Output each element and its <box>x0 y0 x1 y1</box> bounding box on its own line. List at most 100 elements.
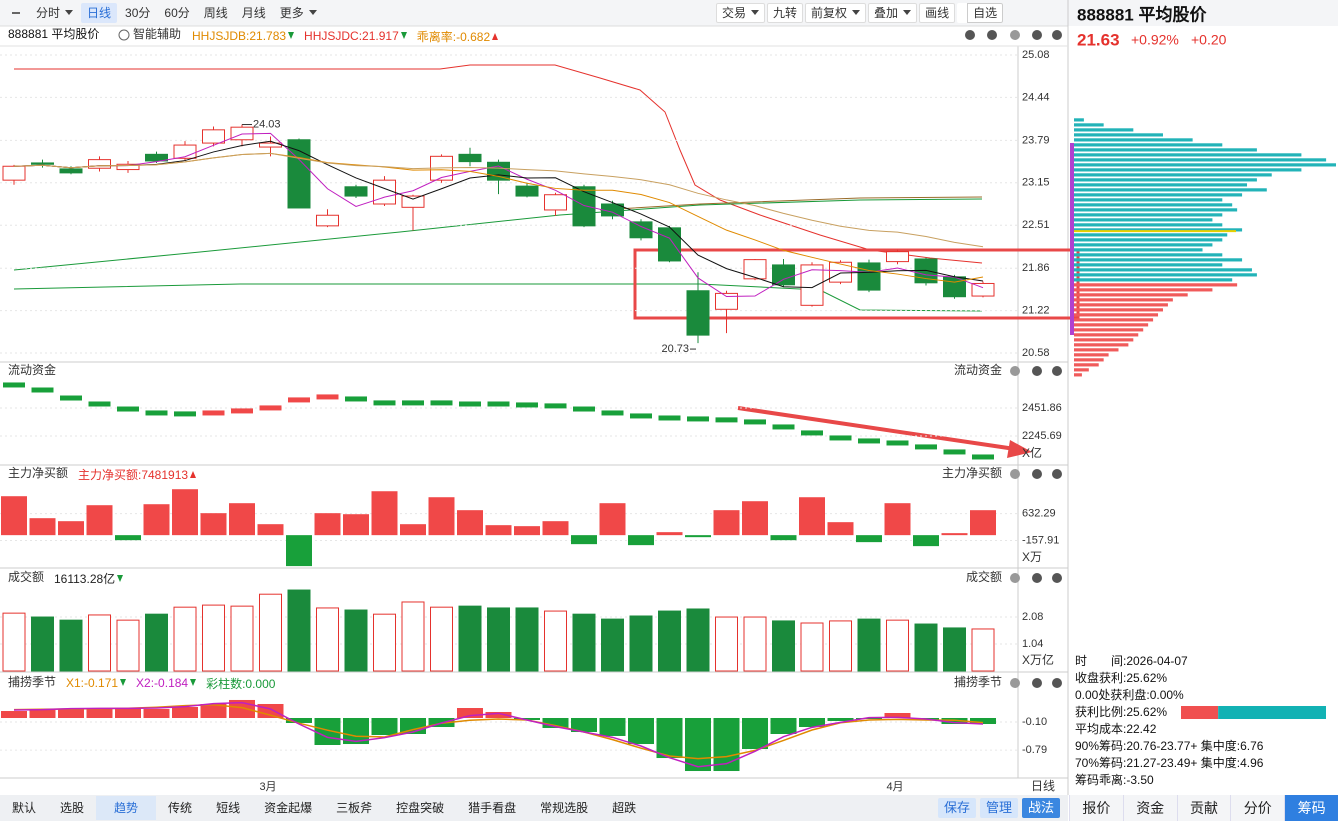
y-tick-label: -157.91 <box>1022 534 1059 546</box>
season-bar <box>115 708 141 718</box>
volume-bar <box>230 605 254 672</box>
volume-bar <box>487 607 510 672</box>
netbuy-bar <box>29 518 56 536</box>
x-label: 4月 <box>886 781 903 793</box>
volume-bar <box>173 606 197 672</box>
header-price: 21.63 <box>1077 30 1120 49</box>
toolbar-left: 分时 日线 30分 60分 周线 月线 更多 <box>4 3 325 23</box>
icon <box>1052 30 1062 40</box>
right-tab[interactable]: 分价 <box>1230 795 1284 821</box>
toolbar-button[interactable]: 分时 <box>30 3 79 23</box>
right-tab[interactable]: 报价 <box>1069 795 1123 821</box>
bottom-tab[interactable]: 传统 <box>168 801 193 815</box>
arrow <box>737 406 1016 451</box>
flow-dash <box>288 397 310 403</box>
candle-body <box>373 179 396 205</box>
chip-bar <box>1074 273 1257 277</box>
toolbar-button[interactable]: 自选 <box>957 3 1004 23</box>
toolbar-button[interactable]: 叠加 <box>868 3 918 23</box>
legend-item: HHJSJDC:21.917 <box>304 29 407 43</box>
netbuy-bar <box>941 533 968 536</box>
volume-bar <box>971 628 995 672</box>
action-button[interactable]: 管理 <box>980 798 1019 818</box>
season-bar <box>685 717 711 772</box>
ma-line <box>13 198 983 271</box>
legend: 主力净买额:7481913 <box>78 466 206 482</box>
legend-item: 彩柱数:0.000 <box>206 676 276 691</box>
bottom-tab[interactable]: 趋势 <box>96 796 157 820</box>
toolbar-button[interactable]: 交易 <box>716 3 766 23</box>
netbuy-bar <box>514 526 540 536</box>
chip-bar <box>1074 368 1089 372</box>
action-button[interactable]: 保存 <box>938 798 977 818</box>
icon[interactable] <box>4 3 28 23</box>
netbuy-bar <box>86 505 113 536</box>
toolbar-button[interactable]: 更多 <box>274 3 323 23</box>
action-button[interactable]: 战法 <box>1022 798 1061 818</box>
bottom-tab[interactable]: 默认 <box>12 801 37 815</box>
legend-item: 16113.28亿 <box>54 570 123 587</box>
flow-dash <box>430 400 453 406</box>
chip-bar <box>1074 228 1243 232</box>
candle-body <box>544 194 567 211</box>
unit-label: X万亿 <box>1022 652 1054 667</box>
panel-icons <box>965 30 1062 688</box>
x-label: 3月 <box>259 781 276 793</box>
volume-bar <box>430 606 453 672</box>
chart-canvas: 3月 4月 日线 888881 平均股价 智能辅助 888881 平均股价 21… <box>0 0 1338 795</box>
chip-bar <box>1074 373 1082 377</box>
volume-bar <box>344 609 368 672</box>
chip-bar <box>1074 248 1203 252</box>
flow-dash <box>231 408 253 414</box>
chip-bar <box>1074 358 1104 362</box>
toolbar-button[interactable]: 九转 <box>767 3 804 23</box>
season-bar <box>542 717 569 728</box>
flow-dash <box>174 411 196 417</box>
toolbar-button[interactable]: 周线 <box>203 6 228 20</box>
candle-body <box>2 165 26 181</box>
chip-bar <box>1074 123 1104 127</box>
netbuy-bar <box>713 510 740 536</box>
y-tick-label: 22.51 <box>1022 219 1050 231</box>
chip-bar <box>1074 178 1257 182</box>
candle-body <box>116 163 140 171</box>
bottom-tab[interactable]: 控盘突破 <box>396 801 445 815</box>
season-bar <box>827 717 854 722</box>
toolbar-button[interactable]: 60分 <box>164 6 190 20</box>
chip-bar <box>1074 243 1213 247</box>
netbuy-bar <box>58 521 84 536</box>
season-bar <box>571 717 597 733</box>
flow-dash <box>886 440 909 446</box>
chip-bar <box>1074 183 1248 187</box>
assist-label[interactable]: 智能辅助 <box>133 26 181 41</box>
bottom-tab[interactable]: 选股 <box>60 801 85 815</box>
flow-dash <box>687 416 709 422</box>
candle-body <box>487 161 510 181</box>
bottom-tab[interactable]: 三板斧 <box>336 801 373 815</box>
volume-bar <box>943 627 966 672</box>
netbuy-bar <box>913 535 939 547</box>
toolbar-button[interactable]: 日线 <box>81 3 118 23</box>
icon <box>1052 366 1062 376</box>
right-tab[interactable]: 贡献 <box>1176 795 1231 821</box>
bottom-tab[interactable]: 资金起爆 <box>264 801 313 815</box>
bottom-tab[interactable]: 猎手看盘 <box>468 801 517 815</box>
toolbar-button[interactable]: 画线 <box>919 3 956 23</box>
flow-dash <box>544 403 567 409</box>
info-line: 收盘获利:25.62% <box>1075 671 1168 685</box>
toolbar-button[interactable]: 30分 <box>125 6 151 20</box>
bottom-tab[interactable]: 短线 <box>216 801 241 815</box>
info-line: 时 间:2026-04-07 <box>1075 654 1188 668</box>
bottom-tab[interactable]: 超跌 <box>612 801 637 815</box>
toolbar-button[interactable]: 月线 <box>241 6 266 20</box>
season-bar <box>143 708 170 718</box>
chip-bar <box>1074 363 1099 367</box>
netbuy-bar <box>970 510 996 536</box>
right-tab[interactable]: 筹码 <box>1284 795 1338 821</box>
toolbar-button[interactable]: 前复权 <box>805 3 867 23</box>
volume-bar <box>145 613 168 672</box>
bottom-tab[interactable]: 常规选股 <box>540 801 589 815</box>
volume-bar <box>800 622 824 672</box>
right-tab[interactable]: 资金 <box>1122 795 1177 821</box>
